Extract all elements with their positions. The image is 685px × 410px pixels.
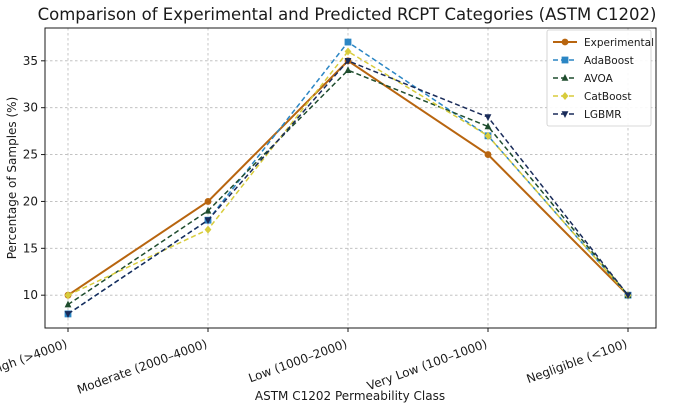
x-tick-label: High (>4000) [0,337,69,378]
data-point-avoa [204,206,212,214]
y-tick-label: 30 [23,101,38,115]
series-group [64,38,632,318]
data-point-avoa [64,300,72,308]
data-point-catboost [484,131,492,140]
legend: Experimental AdaBoost AVOA CatBoost LGBMR [546,29,654,127]
series-lgbmr [64,58,632,318]
data-point-lgbmr [624,292,632,300]
x-tick-label: Moderate (2000–4000) [75,337,209,397]
x-tick-label: Negligible (<100) [525,337,629,386]
legend-label-catboost: CatBoost [584,91,632,103]
y-axis: 10 15 20 25 30 35 [23,54,45,302]
data-point-avoa [344,66,352,73]
data-point-adaboost [344,38,352,46]
y-tick-label: 35 [23,54,38,68]
data-point-avoa [484,122,492,130]
x-axis: High (>4000) Moderate (2000–4000) Low (100… [0,328,629,397]
data-point-lgbmr [344,58,352,65]
data-point-experimental [484,151,492,158]
plot-area [44,27,657,329]
y-tick-label: 10 [23,288,38,302]
series-avoa [64,66,632,308]
legend-label-lgbmr: LGBMR [584,109,622,121]
legend-marker-avoa [561,74,569,81]
y-tick-label: 20 [23,194,38,208]
y-axis-label: Percentage of Samples (%) [5,97,19,260]
chart-title: Comparison of Experimental and Predicted… [38,5,657,24]
x-axis-label: ASTM C1202 Permeability Class [255,389,445,403]
data-point-lgbmr [64,311,72,318]
data-point-catboost [64,291,72,300]
legend-label-adaboost: AdaBoost [584,55,634,67]
legend-marker-adaboost [561,56,569,64]
data-point-catboost [344,47,352,56]
legend-label-experimental: Experimental [584,37,654,49]
x-tick-label: Low (1000–2000) [247,337,349,386]
legend-box [546,29,652,127]
y-tick-label: 15 [23,241,38,255]
legend-label-avoa: AVOA [584,73,614,85]
x-tick-label: Very Low (100–1000) [365,337,489,394]
legend-marker-experimental [561,38,569,46]
legend-marker-catboost [561,92,569,100]
data-point-lgbmr [484,114,492,122]
y-tick-label: 25 [23,148,38,162]
data-point-lgbmr [204,217,212,225]
legend-marker-lgbmr [561,111,569,118]
data-point-experimental [204,198,212,205]
series-line-avoa [67,69,629,306]
data-point-catboost [204,225,212,234]
